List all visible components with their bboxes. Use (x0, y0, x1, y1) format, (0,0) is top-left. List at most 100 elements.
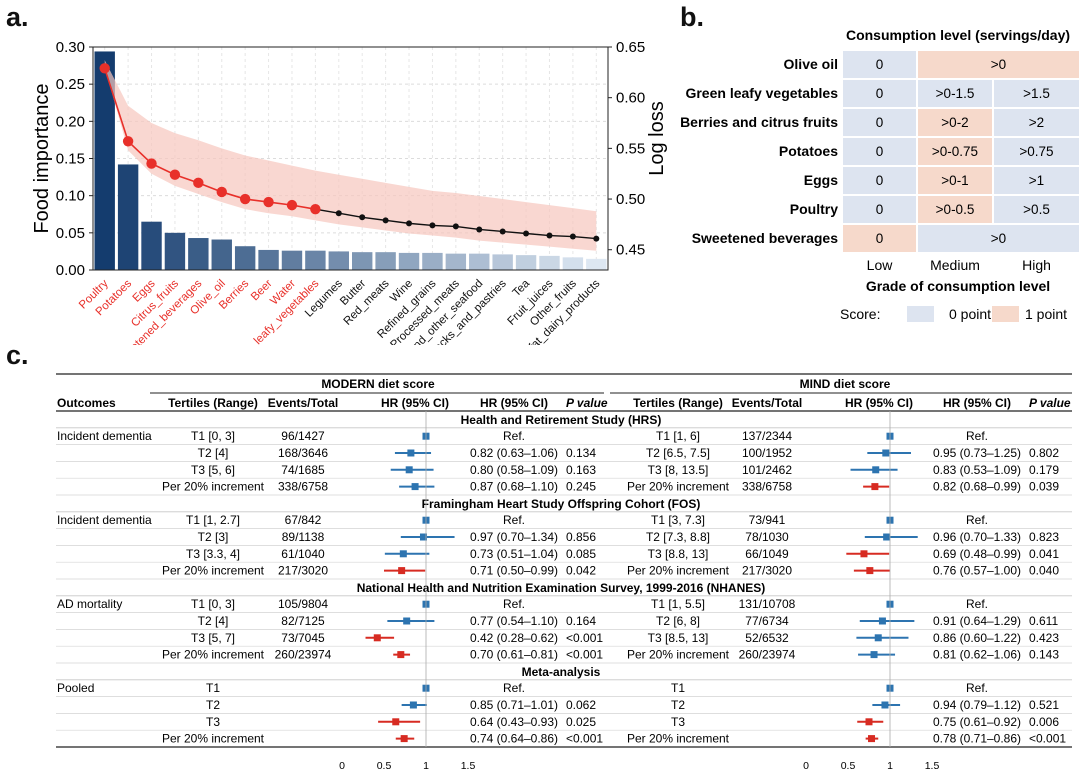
events-total: 96/1427 (281, 429, 325, 443)
events-total: 73/7045 (281, 631, 325, 645)
tertile-label: T3 (206, 715, 220, 729)
bar-Other_fruits (562, 257, 584, 270)
log-loss-point (546, 232, 553, 239)
cell-text: >1 (1029, 173, 1044, 188)
cell-text: >0-1.5 (936, 86, 975, 101)
cell-text: >1.5 (1023, 86, 1050, 101)
hr-point (872, 466, 880, 474)
hr-text: 0.87 (0.68–1.10) (470, 480, 558, 494)
events-total: 217/3020 (742, 564, 792, 578)
log-loss-point (239, 193, 251, 205)
log-loss-point (146, 158, 157, 169)
bar-Refined_grains (422, 252, 443, 270)
events-total: 66/1049 (745, 547, 789, 561)
hr-point (403, 617, 411, 625)
bar-Fish_and_other_seafood (469, 253, 490, 270)
y-tick-label: 0.25 (56, 76, 85, 93)
hr-text: Ref. (503, 681, 525, 695)
log-loss-ci-band (104, 60, 597, 251)
score-cell (916, 49, 1080, 80)
section-title: Framingham Heart Study Offspring Cohort … (422, 497, 701, 511)
y2-tick-label: 0.60 (616, 90, 645, 107)
column-label: Medium (930, 257, 980, 273)
tertile-label: Per 20% increment (627, 732, 730, 746)
p-value: 0.856 (566, 530, 596, 544)
log-loss-point (335, 210, 342, 217)
tertile-label: T2 (671, 698, 685, 712)
hr-text: Ref. (503, 597, 525, 611)
section-title: Health and Retirement Study (HRS) (461, 413, 662, 427)
hr-text: 0.81 (0.62–1.06) (933, 648, 1021, 662)
hr-text: 0.77 (0.54–1.10) (470, 614, 558, 628)
forest-x-tick: 0 (803, 760, 809, 772)
hr-point (411, 483, 419, 491)
score-cell (992, 107, 1080, 138)
hr-point (399, 550, 407, 558)
bar-Tea (515, 255, 537, 270)
score-cell (841, 194, 918, 225)
hr-point (398, 567, 406, 575)
score-cell (916, 223, 1080, 254)
p-value: 0.245 (566, 480, 596, 494)
cell-text: 0 (876, 202, 884, 217)
legend-label-0: 0 point (949, 306, 991, 322)
p-value: 0.143 (1029, 648, 1059, 662)
legend-swatch-0 (907, 306, 934, 322)
hr-point (878, 617, 886, 625)
tertile-label: T1 (206, 681, 220, 695)
bar-Sweetened_beverages (188, 238, 209, 270)
score-cell (992, 136, 1080, 167)
events-total: 131/10708 (739, 597, 796, 611)
hr-text: Ref. (503, 429, 525, 443)
legend-title: Score: (840, 306, 880, 322)
events-total: 52/6532 (745, 631, 789, 645)
log-loss-line-highlight (103, 68, 316, 210)
log-loss-point (99, 63, 110, 74)
hr-text: 0.76 (0.57–1.00) (933, 564, 1021, 578)
hr-text: 0.80 (0.58–1.09) (470, 463, 558, 477)
score-cell (841, 78, 918, 109)
p-value: 0.611 (1029, 614, 1058, 628)
log-loss-point (499, 228, 506, 235)
bar-Fruit_juices (539, 255, 560, 270)
row-label: Eggs (804, 172, 838, 188)
cell-text: 0 (876, 57, 884, 72)
log-loss-point (476, 226, 483, 233)
row-label: Olive oil (784, 56, 838, 72)
cell-text: >0.5 (1023, 202, 1050, 217)
log-loss-point (429, 222, 436, 229)
column-label: Low (867, 257, 894, 273)
cell-text: 0 (876, 144, 884, 159)
bar-Citrus_fruits (164, 232, 186, 270)
hr-point (419, 533, 427, 541)
cell-text: >0-2 (941, 115, 968, 130)
row-label: Potatoes (779, 143, 838, 159)
y-axis-label: Food importance (31, 83, 53, 233)
tertile-label: T2 [4] (198, 614, 229, 628)
y-tick-label: 0.10 (56, 188, 85, 205)
p-value: <0.001 (566, 648, 603, 662)
tertile-label: T2 [6.5, 7.5] (646, 446, 710, 460)
tertile-label: T2 [6, 8] (656, 614, 700, 628)
hr-text: 0.82 (0.63–1.06) (470, 446, 558, 460)
hr-text: Ref. (966, 429, 988, 443)
score-cell (841, 165, 918, 196)
events-total: 78/1030 (745, 530, 789, 544)
forest-x-tick: 0 (339, 760, 345, 772)
bar-Olive_oil (211, 239, 232, 270)
log-loss-point (359, 214, 366, 221)
log-loss-point (263, 196, 274, 208)
row-label: Poultry (790, 201, 838, 217)
p-value: 0.025 (566, 715, 596, 729)
events-total: 100/1952 (742, 446, 792, 460)
cell-text: 0 (876, 231, 884, 246)
hr-point (882, 449, 890, 457)
hr-point (407, 449, 415, 457)
y-tick-label: 0.30 (56, 39, 85, 56)
forest-x-tick: 1.5 (461, 760, 476, 772)
p-value: 0.164 (566, 614, 596, 628)
bar-Legumes (328, 251, 349, 270)
hr-point (409, 701, 417, 709)
bar-Beer (258, 249, 279, 270)
tertile-label: Per 20% increment (162, 648, 265, 662)
